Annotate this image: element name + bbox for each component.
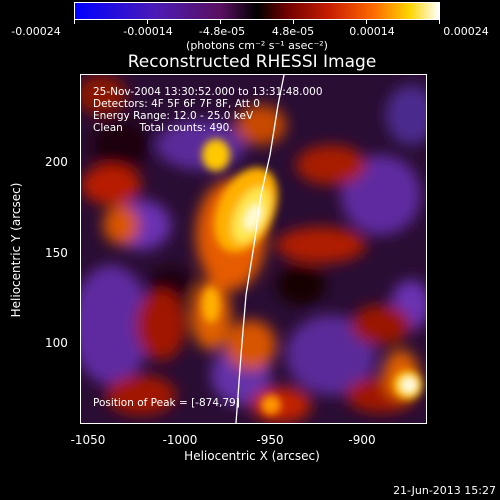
colorbar-tick-label: 0.00014 [349,25,395,38]
peak-position-text: Position of Peak = [-874,79] [93,397,240,409]
intensity-map [81,75,426,423]
colorbar-tick [74,20,75,24]
colorbar-tick [220,20,221,24]
colorbar-units: (photons cm⁻² s⁻¹ asec⁻²) [186,39,328,52]
time-range-text: 25-Nov-2004 13:30:52.000 to 13:31:48.000 [93,86,323,98]
colorbar-tick [293,20,294,24]
clean-counts-text: Clean Total counts: 490. [93,122,233,134]
colorbar-tick [147,20,148,24]
colorbar-tick-label: -0.00024 [11,25,61,38]
x-tick-label: -1000 [162,433,198,447]
y-tick-label: 100 [45,336,68,350]
colorbar-tick-label: 0.00024 [443,25,489,38]
energy-range-text: Energy Range: 12.0 - 25.0 keV [93,110,254,122]
x-tick-label: -1050 [70,433,106,447]
x-tick-label: -900 [348,433,376,447]
colorbar-tick [366,20,367,24]
x-axis-label: Heliocentric X (arcsec) [184,449,320,463]
colorbar-tick-label: 4.8e-05 [271,25,315,38]
y-tick-label: 200 [45,155,68,169]
y-axis-label: Heliocentric Y (arcsec) [9,182,23,318]
detectors-text: Detectors: 4F 5F 6F 7F 8F, Att 0 [93,98,260,110]
colorbar-tick-label: -0.00014 [123,25,173,38]
image-title: Reconstructed RHESSI Image [127,52,377,72]
y-tick-label: 150 [45,246,68,260]
colorbar [74,2,440,20]
colorbar-tick [439,20,440,24]
timestamp: 21-Jun-2013 15:27 [393,484,496,497]
rhessi-image [80,74,427,424]
colorbar-tick-label: -4.8e-05 [198,25,246,38]
solar-limb-line [235,75,285,423]
x-tick-label: -950 [256,433,284,447]
